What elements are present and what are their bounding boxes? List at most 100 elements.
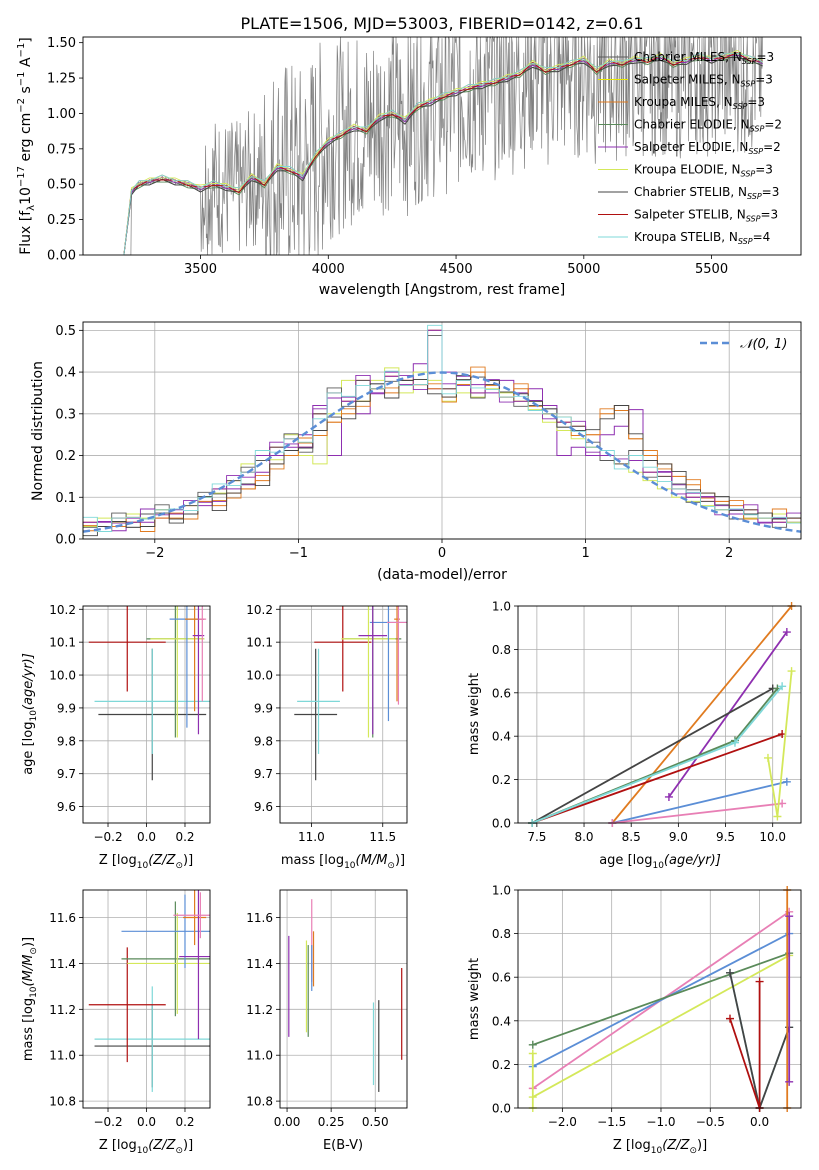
massweight-vs-Z-ylabel: mass weight xyxy=(467,958,482,1040)
mass-vs-Z-plot-area: −0.2 0.0 0.2 10.8 11.0 11.2 11.4 11.6 xyxy=(49,890,210,1129)
massweight-vs-age-point-marker xyxy=(782,628,791,637)
legend-label: Chabrier MILES, NSSP=3 xyxy=(634,50,774,66)
massweight-vs-age-xtick-label: 9.0 xyxy=(669,830,688,844)
massweight-vs-age-ytick-label: 0.6 xyxy=(492,686,511,700)
legend-label: Salpeter STELIB, NSSP=3 xyxy=(634,208,778,224)
legend-label: Chabrier STELIB, NSSP=3 xyxy=(634,185,779,201)
observed-spectrum-line xyxy=(123,35,764,256)
residual-ytick-label: 0.1 xyxy=(55,491,76,506)
mass-vs-Z-ytick-label: 11.4 xyxy=(49,957,76,971)
legend-label: Salpeter MILES, NSSP=3 xyxy=(634,73,773,89)
age-vs-mass-xlabel: mass [log10(M/M⊙)] xyxy=(281,853,405,871)
spectrum-xtick-label: 4500 xyxy=(440,262,473,277)
residual-ylabel: Normed distribution xyxy=(30,361,46,501)
residual-xtick-label: −1 xyxy=(289,546,308,561)
spectrum-xtick-label: 4000 xyxy=(312,262,345,277)
massweight-vs-age-panel: 7.5 8.0 8.5 9.0 9.5 10.0 0.0 0.2 0.4 0.6 0.8 1.0 ag… xyxy=(467,600,802,871)
age-vs-mass-xtick-label: 11.0 xyxy=(298,830,325,844)
massweight-vs-Z-xtick-label: −0.5 xyxy=(696,1115,725,1129)
age-vs-mass-ytick-label: 9.8 xyxy=(254,734,273,748)
legend-label: Kroupa MILES, NSSP=3 xyxy=(634,95,765,111)
mass-vs-ebv-ytick-label: 10.8 xyxy=(246,1095,273,1109)
age-vs-mass-ytick-label: 10.2 xyxy=(246,603,273,617)
legend-label: Chabrier ELODIE, NSSP=2 xyxy=(634,118,782,134)
massweight-vs-Z-frame xyxy=(517,889,802,1109)
age-vs-Z-ylabel: age [log10(age/yr)] xyxy=(21,653,39,775)
massweight-vs-Z-ytick-label: 1.0 xyxy=(492,884,511,898)
massweight-vs-Z-panel: −2.0 −1.5 −1.0 −0.5 0.0 0.0 0.2 0.4 0.6 0.8 1.0 Z … xyxy=(467,884,802,1156)
massweight-vs-age-frame xyxy=(517,605,802,824)
residual-xtick-label: 0 xyxy=(438,546,446,561)
age-vs-mass-frame xyxy=(279,605,408,824)
massweight-vs-age-xtick-label: 8.5 xyxy=(622,830,641,844)
mass-vs-ebv-xlabel: E(B-V) xyxy=(323,1138,363,1153)
mass-vs-ebv-plot-area: 0.00 0.25 0.50 10.8 11.0 11.2 11.4 11.6 xyxy=(246,890,407,1129)
massweight-vs-Z-ytick-label: 0.8 xyxy=(492,927,511,941)
massweight-vs-age-series-line xyxy=(612,802,783,824)
massweight-vs-Z-point-marker xyxy=(785,912,794,921)
age-vs-Z-panel: −0.2 0.0 0.2 9.6 9.7 9.8 9.9 10.0 10.1 10.2 Z [lo… xyxy=(21,603,211,871)
residual-plot-area: −2 −1 0 1 2 0.0 0.1 0.2 0.3 0.4 0.5 xyxy=(55,322,802,561)
mass-vs-Z-ytick-label: 11.6 xyxy=(49,911,76,925)
massweight-vs-Z-ytick-label: 0.2 xyxy=(492,1058,511,1072)
massweight-vs-Z-xtick-label: 0.0 xyxy=(750,1115,769,1129)
spectrum-plot-area: 3500 4000 4500 5000 5500 0.00 0.25 0.50 0.75 1.00… xyxy=(47,35,764,277)
mass-vs-ebv-xtick-label: 0.25 xyxy=(318,1115,345,1129)
residual-xtick-label: −2 xyxy=(145,546,164,561)
age-vs-Z-frame xyxy=(82,605,211,824)
massweight-vs-age-point-marker xyxy=(782,777,791,786)
spectrum-xtick-label: 3500 xyxy=(184,262,217,277)
residual-ytick-label: 0.0 xyxy=(55,533,76,548)
spectrum-title: PLATE=1506, MJD=53003, FIBERID=0142, z=0… xyxy=(240,14,643,33)
massweight-vs-Z-ytick-label: 0.4 xyxy=(492,1014,511,1028)
massweight-vs-age-xtick-label: 10.0 xyxy=(759,830,786,844)
mass-vs-Z-xtick-label: 0.2 xyxy=(175,1115,194,1129)
mass-vs-ebv-panel: 0.00 0.25 0.50 10.8 11.0 11.2 11.4 11.6 E(B-V) xyxy=(246,889,408,1153)
age-vs-mass-xtick-label: 11.5 xyxy=(369,830,396,844)
massweight-vs-Z-xtick-label: −1.0 xyxy=(646,1115,675,1129)
massweight-vs-age-ytick-label: 0.8 xyxy=(492,643,511,657)
spectrum-ylabel: Flux [fλ10−17 erg cm−2 s−1 A−1] xyxy=(16,37,37,255)
mass-vs-ebv-ytick-label: 11.2 xyxy=(246,1003,273,1017)
massweight-vs-age-point-marker xyxy=(778,682,787,691)
massweight-vs-Z-ytick-label: 0.6 xyxy=(492,971,511,985)
spectrum-ytick-label: 1.50 xyxy=(47,36,76,51)
mass-vs-Z-xlabel: Z [log10(Z/Z⊙)] xyxy=(99,1138,193,1156)
massweight-vs-Z-xlabel: Z [log10(Z/Z⊙)] xyxy=(613,1138,707,1156)
mass-vs-Z-ytick-label: 11.0 xyxy=(49,1049,76,1063)
massweight-vs-age-plot-area: 7.5 8.0 8.5 9.0 9.5 10.0 0.0 0.2 0.4 0.6 0.8 1.0 xyxy=(492,600,801,844)
age-vs-mass-ytick-label: 9.6 xyxy=(254,800,273,814)
massweight-vs-Z-ytick-label: 0.0 xyxy=(492,1102,511,1116)
age-vs-Z-xtick-label: −0.2 xyxy=(93,830,122,844)
residual-xtick-label: 1 xyxy=(581,546,589,561)
residual-panel: −2 −1 0 1 2 0.0 0.1 0.2 0.3 0.4 0.5 (data-model)/e… xyxy=(30,321,802,583)
spectrum-ytick-label: 0.50 xyxy=(47,178,76,193)
age-vs-mass-ytick-label: 10.1 xyxy=(246,636,273,650)
massweight-vs-age-point-marker xyxy=(787,667,796,676)
age-vs-mass-ytick-label: 9.7 xyxy=(254,767,273,781)
massweight-vs-Z-xtick-label: −2.0 xyxy=(548,1115,577,1129)
age-vs-Z-ytick-label: 10.1 xyxy=(49,636,76,650)
massweight-vs-age-point-marker xyxy=(730,738,739,747)
massweight-vs-age-xlabel: age [log10(age/yr)] xyxy=(599,853,721,871)
spectrum-panel: PLATE=1506, MJD=53003, FIBERID=0142, z=0… xyxy=(16,14,802,298)
age-vs-mass-plot-area: 11.0 11.5 9.6 9.7 9.8 9.9 10.0 10.1 10.2 xyxy=(246,603,407,844)
legend-label: Kroupa ELODIE, NSSP=3 xyxy=(634,163,773,179)
age-vs-Z-ytick-label: 9.8 xyxy=(57,734,76,748)
age-vs-Z-ytick-label: 9.9 xyxy=(57,701,76,715)
residual-xtick-label: 2 xyxy=(725,546,733,561)
residual-frame xyxy=(82,321,802,540)
age-vs-Z-ytick-label: 9.6 xyxy=(57,800,76,814)
age-vs-Z-xtick-label: 0.0 xyxy=(137,830,156,844)
age-vs-Z-xtick-label: 0.2 xyxy=(175,830,194,844)
massweight-vs-age-xtick-label: 7.5 xyxy=(527,830,546,844)
mass-vs-Z-ytick-label: 10.8 xyxy=(49,1095,76,1109)
normal-curve-line xyxy=(82,371,802,533)
spectrum-xtick-label: 5500 xyxy=(695,262,728,277)
spectrum-ytick-label: 1.25 xyxy=(47,72,76,87)
legend-label: Kroupa STELIB, NSSP=4 xyxy=(634,230,770,246)
massweight-vs-age-xtick-label: 9.5 xyxy=(716,830,735,844)
mass-vs-ebv-frame xyxy=(279,889,408,1109)
mass-vs-Z-panel: −0.2 0.0 0.2 10.8 11.0 11.2 11.4 11.6 Z [log10(… xyxy=(21,889,211,1156)
